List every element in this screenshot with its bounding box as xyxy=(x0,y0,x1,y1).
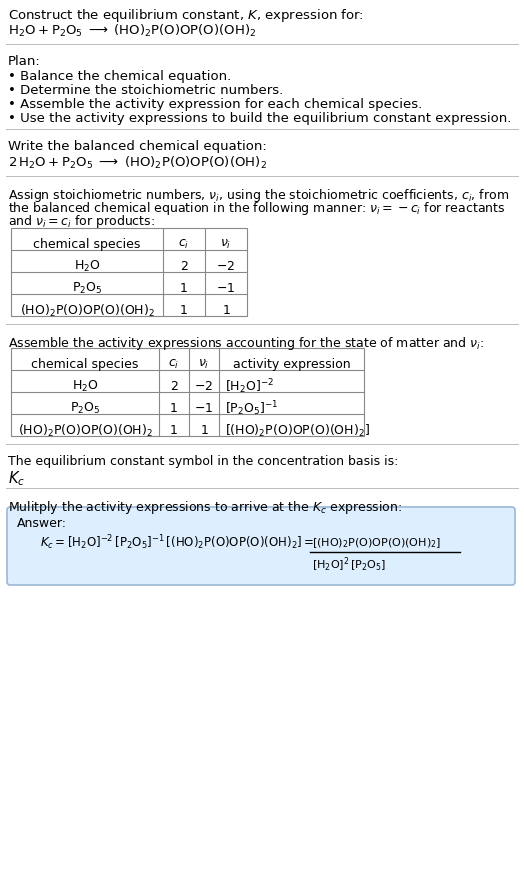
Text: $-1$: $-1$ xyxy=(194,401,214,415)
Text: Answer:: Answer: xyxy=(17,517,67,529)
Text: • Balance the chemical equation.: • Balance the chemical equation. xyxy=(8,70,231,83)
Text: Assemble the activity expressions accounting for the state of matter and $\nu_i$: Assemble the activity expressions accoun… xyxy=(8,334,484,351)
Text: 2: 2 xyxy=(180,260,188,273)
Text: $\mathrm{(HO)_2P(O)OP(O)(OH)_2}$: $\mathrm{(HO)_2P(O)OP(O)(OH)_2}$ xyxy=(18,422,152,438)
Text: $K_c$: $K_c$ xyxy=(8,468,25,487)
Text: $\nu_i$: $\nu_i$ xyxy=(198,358,210,371)
Text: $-2$: $-2$ xyxy=(216,260,236,273)
Bar xyxy=(11,349,364,436)
Text: 2: 2 xyxy=(170,380,178,392)
Text: 1: 1 xyxy=(180,282,188,295)
Text: $[\mathrm{P_2O_5}]^{-1}$: $[\mathrm{P_2O_5}]^{-1}$ xyxy=(225,399,278,417)
Text: $K_c = [\mathrm{H_2O}]^{-2}\,[\mathrm{P_2O_5}]^{-1}\,[(\mathrm{HO})_2\mathrm{P(O: $K_c = [\mathrm{H_2O}]^{-2}\,[\mathrm{P_… xyxy=(40,533,314,551)
Text: $\mathrm{H_2O}$: $\mathrm{H_2O}$ xyxy=(72,378,99,393)
Text: $\mathrm{P_2O_5}$: $\mathrm{P_2O_5}$ xyxy=(70,401,100,416)
Text: 1: 1 xyxy=(170,424,178,436)
Text: $[\mathrm{H_2O}]^{-2}$: $[\mathrm{H_2O}]^{-2}$ xyxy=(225,376,274,395)
Text: Construct the equilibrium constant, $K$, expression for:: Construct the equilibrium constant, $K$,… xyxy=(8,7,364,24)
Text: $1$: $1$ xyxy=(200,424,209,436)
Text: $\mathrm{H_2O + P_2O_5 \;\longrightarrow\; (HO)_2P(O)OP(O)(OH)_2}$: $\mathrm{H_2O + P_2O_5 \;\longrightarrow… xyxy=(8,23,256,39)
Text: $\mathrm{(HO)_2P(O)OP(O)(OH)_2}$: $\mathrm{(HO)_2P(O)OP(O)(OH)_2}$ xyxy=(19,302,155,318)
Text: $1$: $1$ xyxy=(222,304,231,316)
Text: • Use the activity expressions to build the equilibrium constant expression.: • Use the activity expressions to build … xyxy=(8,112,511,125)
Text: $-2$: $-2$ xyxy=(194,380,214,392)
Text: The equilibrium constant symbol in the concentration basis is:: The equilibrium constant symbol in the c… xyxy=(8,454,398,468)
Text: • Determine the stoichiometric numbers.: • Determine the stoichiometric numbers. xyxy=(8,84,283,97)
Text: chemical species: chemical species xyxy=(31,358,139,371)
Text: and $\nu_i = c_i$ for products:: and $\nu_i = c_i$ for products: xyxy=(8,213,155,230)
Text: $\mathrm{P_2O_5}$: $\mathrm{P_2O_5}$ xyxy=(72,281,102,296)
FancyBboxPatch shape xyxy=(7,508,515,586)
Text: 1: 1 xyxy=(170,401,178,415)
Text: $c_i$: $c_i$ xyxy=(168,358,180,371)
Text: $[\mathrm{H_2O}]^2\,[\mathrm{P_2O_5}]$: $[\mathrm{H_2O}]^2\,[\mathrm{P_2O_5}]$ xyxy=(312,555,386,574)
Text: $2\,\mathrm{H_2O + P_2O_5 \;\longrightarrow\; (HO)_2P(O)OP(O)(OH)_2}$: $2\,\mathrm{H_2O + P_2O_5 \;\longrightar… xyxy=(8,155,267,171)
Text: $[(\mathrm{HO})_2\mathrm{P(O)OP(O)(OH)_2}]$: $[(\mathrm{HO})_2\mathrm{P(O)OP(O)(OH)_2… xyxy=(225,422,370,438)
Bar xyxy=(11,229,247,316)
Text: chemical species: chemical species xyxy=(34,238,140,250)
Text: $-1$: $-1$ xyxy=(216,282,236,295)
Text: Plan:: Plan: xyxy=(8,55,41,68)
Text: $c_i$: $c_i$ xyxy=(178,238,190,251)
Text: Assign stoichiometric numbers, $\nu_i$, using the stoichiometric coefficients, $: Assign stoichiometric numbers, $\nu_i$, … xyxy=(8,187,509,204)
Text: the balanced chemical equation in the following manner: $\nu_i = -c_i$ for react: the balanced chemical equation in the fo… xyxy=(8,199,506,216)
Text: $\nu_i$: $\nu_i$ xyxy=(220,238,232,251)
Text: • Assemble the activity expression for each chemical species.: • Assemble the activity expression for e… xyxy=(8,97,422,111)
Text: Write the balanced chemical equation:: Write the balanced chemical equation: xyxy=(8,139,267,153)
Text: $\mathrm{H_2O}$: $\mathrm{H_2O}$ xyxy=(74,258,100,274)
Text: 1: 1 xyxy=(180,304,188,316)
Text: $[(\mathrm{HO})_2\mathrm{P(O)OP(O)(OH)_2}]$: $[(\mathrm{HO})_2\mathrm{P(O)OP(O)(OH)_2… xyxy=(312,536,441,550)
Text: activity expression: activity expression xyxy=(233,358,351,371)
Text: Mulitply the activity expressions to arrive at the $K_c$ expression:: Mulitply the activity expressions to arr… xyxy=(8,499,402,516)
